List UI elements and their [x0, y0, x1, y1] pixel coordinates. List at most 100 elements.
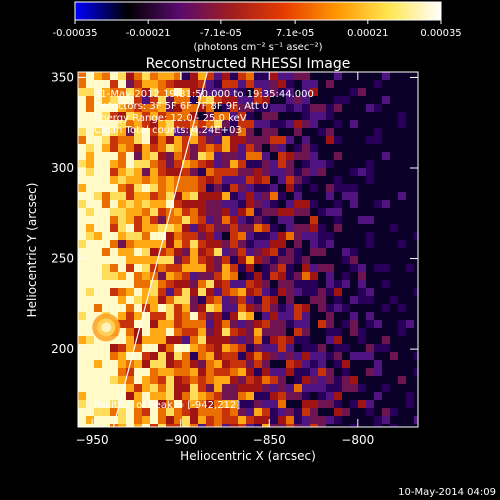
heatmap-cell [294, 160, 302, 168]
heatmap-cell [142, 288, 150, 296]
heatmap-cell [214, 288, 222, 296]
heatmap-cell [222, 272, 230, 280]
heatmap-cell [206, 256, 214, 264]
heatmap-cell [102, 296, 110, 304]
heatmap-cell [294, 336, 302, 344]
heatmap-cell [206, 104, 214, 112]
heatmap-cell [126, 248, 134, 256]
heatmap-cell [366, 120, 374, 128]
heatmap-cell [294, 424, 302, 427]
heatmap-cell [318, 288, 326, 296]
heatmap-cell [342, 200, 350, 208]
heatmap-cell [86, 224, 94, 232]
heatmap-cell [278, 144, 286, 152]
heatmap-cell [238, 264, 246, 272]
heatmap-cell [374, 256, 382, 264]
heatmap-cell [326, 280, 334, 288]
heatmap-cell [406, 352, 414, 360]
heatmap-cell [286, 152, 294, 160]
heatmap-cell [310, 152, 318, 160]
heatmap-cell [230, 216, 238, 224]
heatmap-cell [374, 72, 382, 80]
heatmap-cell [278, 344, 286, 352]
heatmap-cell [166, 176, 174, 184]
heatmap-cell [206, 304, 214, 312]
heatmap-cell [150, 208, 158, 216]
heatmap-cell [158, 128, 166, 136]
heatmap-cell [214, 320, 222, 328]
heatmap-cell [398, 72, 406, 80]
heatmap-cell [310, 336, 318, 344]
heatmap-cell [174, 176, 182, 184]
heatmap-cell [110, 200, 118, 208]
heatmap-cell [390, 264, 398, 272]
heatmap-cell [294, 120, 302, 128]
heatmap-cell [318, 352, 326, 360]
heatmap-cell [78, 392, 86, 400]
heatmap-cell [390, 320, 398, 328]
heatmap-cell [86, 168, 94, 176]
heatmap-cell [254, 352, 262, 360]
heatmap-cell [158, 152, 166, 160]
heatmap-cell [302, 312, 310, 320]
heatmap-cell [198, 264, 206, 272]
heatmap-cell [174, 240, 182, 248]
heatmap-cell [326, 264, 334, 272]
heatmap-cell [158, 200, 166, 208]
heatmap-cell [374, 136, 382, 144]
heatmap-cell [414, 88, 418, 96]
heatmap-cell [382, 176, 390, 184]
heatmap-cell [230, 344, 238, 352]
heatmap-cell [350, 192, 358, 200]
heatmap-cell [382, 392, 390, 400]
heatmap-cell [358, 344, 366, 352]
heatmap-cell [398, 160, 406, 168]
heatmap-cell [310, 264, 318, 272]
heatmap-cell [198, 272, 206, 280]
heatmap-cell [166, 184, 174, 192]
heatmap-cell [150, 376, 158, 384]
heatmap-cell [286, 96, 294, 104]
heatmap-cell [270, 296, 278, 304]
heatmap-cell [206, 296, 214, 304]
heatmap-cell [414, 192, 418, 200]
heatmap-cell [142, 176, 150, 184]
heatmap-cell [158, 184, 166, 192]
heatmap-cell [398, 96, 406, 104]
heatmap-cell [230, 352, 238, 360]
heatmap-cell [278, 128, 286, 136]
heatmap-cell [342, 264, 350, 272]
heatmap-cell [398, 368, 406, 376]
heatmap-cell [294, 280, 302, 288]
heatmap-cell [358, 384, 366, 392]
heatmap-cell [222, 88, 230, 96]
heatmap-cell [318, 320, 326, 328]
heatmap-cell [366, 232, 374, 240]
heatmap-cell [118, 424, 126, 427]
heatmap-cell [294, 288, 302, 296]
heatmap-cell [318, 280, 326, 288]
heatmap-cell [326, 184, 334, 192]
heatmap-cell [134, 352, 142, 360]
heatmap-cell [350, 256, 358, 264]
heatmap-cell [118, 200, 126, 208]
heatmap-cell [398, 312, 406, 320]
heatmap-cell [262, 120, 270, 128]
heatmap-cell [182, 192, 190, 200]
heatmap-cell [150, 424, 158, 427]
heatmap-cell [182, 344, 190, 352]
heatmap-cell [286, 112, 294, 120]
heatmap-cell [350, 112, 358, 120]
heatmap-cell [94, 200, 102, 208]
heatmap-cell [222, 192, 230, 200]
heatmap-cell [254, 408, 262, 416]
heatmap-cell [206, 72, 214, 80]
heatmap-cell [206, 384, 214, 392]
heatmap-cell [158, 96, 166, 104]
heatmap-cell [270, 248, 278, 256]
heatmap-cell [246, 352, 254, 360]
y-tick-label: 200 [51, 342, 74, 356]
heatmap-cell [214, 368, 222, 376]
heatmap-cell [302, 88, 310, 96]
heatmap-cell [406, 416, 414, 424]
